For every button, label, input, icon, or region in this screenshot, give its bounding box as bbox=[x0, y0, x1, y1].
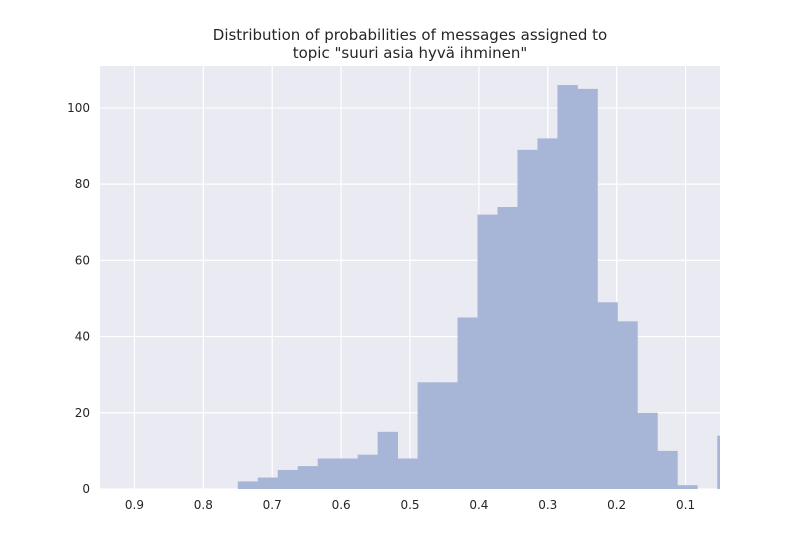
y-tick-label-2: 40 bbox=[75, 330, 90, 344]
histogram-bar-22 bbox=[677, 485, 698, 489]
histogram-bar-1 bbox=[257, 477, 279, 489]
x-tick-label-4: 0.5 bbox=[400, 498, 419, 512]
histogram-bar-3 bbox=[297, 466, 319, 489]
histogram-bar-15 bbox=[537, 138, 558, 489]
y-tick-labels: 0 20 40 60 80 100 bbox=[67, 101, 90, 496]
histogram-bars bbox=[237, 85, 720, 489]
histogram-bar-17 bbox=[577, 88, 598, 489]
x-tick-label-0: 0.9 bbox=[125, 498, 144, 512]
chart-title-line-1: Distribution of probabilities of message… bbox=[213, 26, 607, 44]
y-tick-label-4: 80 bbox=[75, 177, 90, 191]
chart-title-line-2: topic "suuri asia hyvä ihminen" bbox=[293, 44, 528, 62]
histogram-bar-10 bbox=[437, 382, 458, 489]
histogram-bar-12 bbox=[477, 214, 498, 489]
x-tick-labels: 0.9 0.8 0.7 0.6 0.5 0.4 0.3 0.2 0.1 bbox=[125, 498, 695, 512]
y-tick-label-0: 0 bbox=[82, 482, 90, 496]
x-tick-label-7: 0.2 bbox=[607, 498, 626, 512]
x-tick-label-6: 0.3 bbox=[538, 498, 557, 512]
histogram-bar-18 bbox=[597, 302, 618, 489]
histogram-bar-14 bbox=[517, 149, 538, 489]
x-tick-label-8: 0.1 bbox=[676, 498, 695, 512]
histogram-bar-8 bbox=[397, 458, 418, 489]
histogram-bar-9 bbox=[417, 382, 438, 489]
x-tick-label-1: 0.8 bbox=[194, 498, 213, 512]
histogram-bar-6 bbox=[357, 454, 379, 489]
histogram-bar-5 bbox=[337, 458, 359, 489]
y-tick-label-5: 100 bbox=[67, 101, 90, 115]
y-tick-label-1: 20 bbox=[75, 406, 90, 420]
histogram-bar-0 bbox=[237, 481, 259, 489]
histogram-bar-21 bbox=[657, 450, 678, 489]
histogram-bar-24 bbox=[717, 435, 720, 489]
histogram-bar-2 bbox=[277, 469, 299, 489]
histogram-bar-4 bbox=[317, 458, 339, 489]
y-tick-label-3: 60 bbox=[75, 253, 90, 267]
histogram-bar-16 bbox=[557, 85, 578, 489]
histogram-bar-19 bbox=[617, 321, 638, 489]
x-tick-label-5: 0.4 bbox=[469, 498, 488, 512]
x-tick-label-2: 0.7 bbox=[263, 498, 282, 512]
histogram-bar-13 bbox=[497, 207, 518, 489]
histogram-bar-11 bbox=[457, 317, 478, 489]
histogram-bar-20 bbox=[637, 412, 658, 489]
histogram-bar-7 bbox=[377, 431, 398, 489]
x-tick-label-3: 0.6 bbox=[332, 498, 351, 512]
